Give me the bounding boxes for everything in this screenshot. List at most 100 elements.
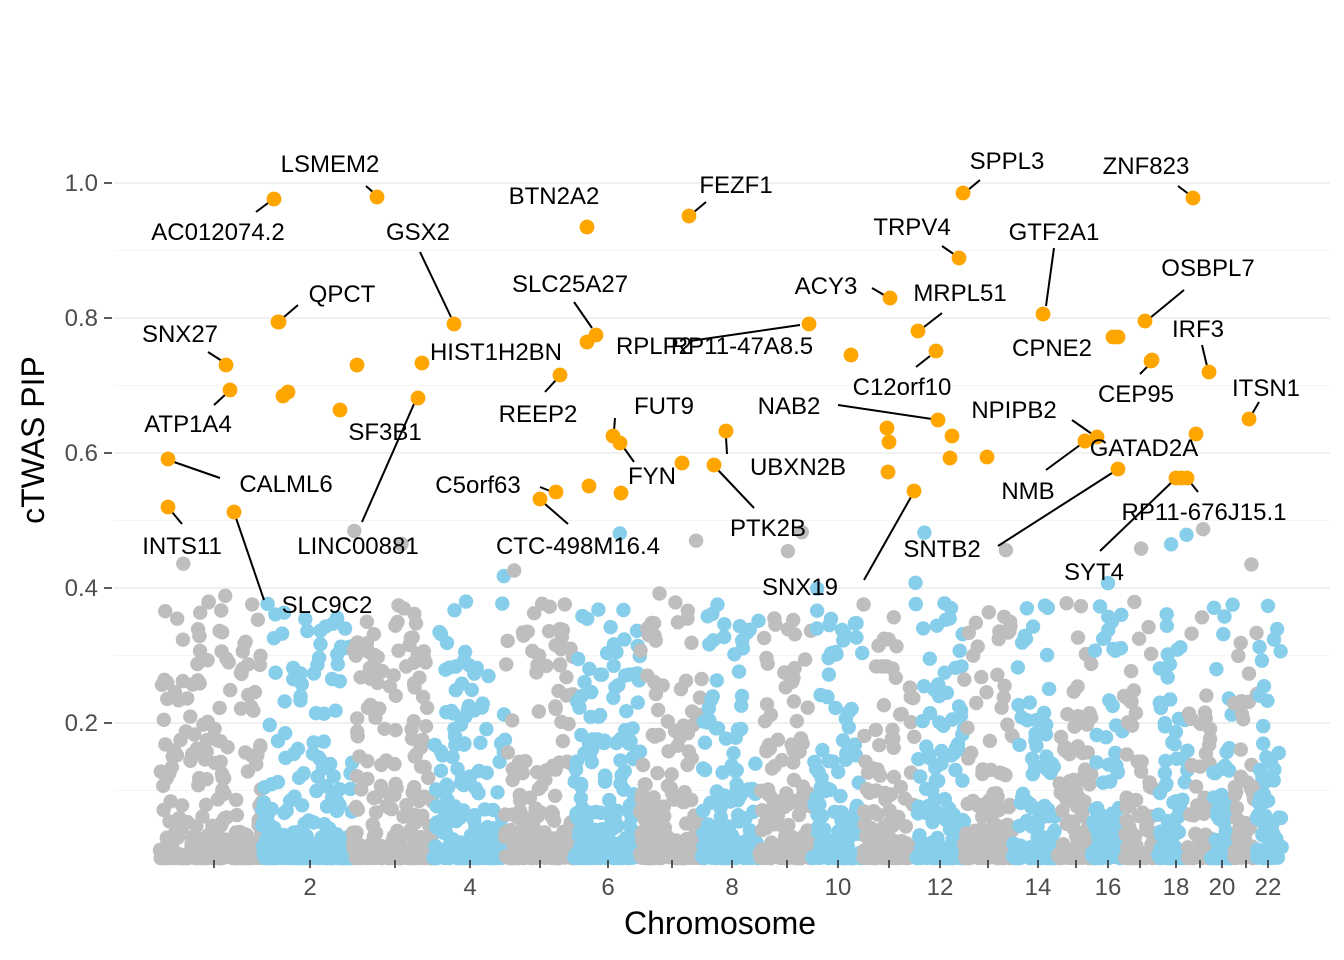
background-point	[282, 793, 298, 808]
background-point	[245, 597, 260, 612]
background-point	[159, 771, 174, 786]
background-point	[513, 793, 528, 808]
background-point	[1152, 785, 1168, 801]
gene-label-ZNF823: ZNF823	[1103, 153, 1190, 180]
gene-label-UBXN2B: UBXN2B	[750, 454, 846, 481]
background-point	[876, 698, 892, 713]
background-point	[370, 675, 385, 691]
background-point	[183, 753, 198, 768]
background-point	[432, 624, 447, 640]
background-point	[1212, 799, 1228, 814]
background-point	[998, 543, 1014, 558]
background-point	[1014, 710, 1029, 725]
x-tick-label-16: 16	[1095, 874, 1122, 901]
background-point	[910, 806, 926, 821]
background-point	[175, 632, 191, 647]
background-point	[1151, 807, 1166, 822]
background-point	[1266, 632, 1282, 647]
background-point	[944, 748, 959, 763]
background-point	[838, 752, 853, 767]
background-point	[1040, 600, 1056, 615]
background-point	[329, 610, 345, 626]
background-point	[318, 619, 333, 634]
background-point	[1260, 598, 1276, 614]
background-point	[617, 723, 633, 738]
background-point	[888, 670, 903, 685]
background-point	[332, 782, 347, 797]
gene-point-MRPL51	[910, 323, 926, 339]
background-point	[421, 770, 436, 785]
background-point	[861, 806, 876, 821]
gene-label-SLC25A27: SLC25A27	[512, 271, 628, 298]
gene-point-RP11-47A8.5	[801, 316, 817, 332]
background-point	[1256, 718, 1271, 734]
background-point	[684, 751, 699, 766]
background-point	[968, 615, 984, 630]
background-point	[166, 846, 182, 861]
background-point	[575, 608, 590, 624]
background-point	[1266, 814, 1281, 829]
background-point	[498, 807, 513, 822]
background-point	[1119, 747, 1135, 762]
background-point	[408, 616, 424, 631]
gene-label-FEZF1: FEZF1	[699, 172, 772, 199]
background-point	[912, 829, 927, 845]
background-point	[174, 798, 190, 813]
gene-label-INTS11: INTS11	[142, 533, 222, 560]
background-point	[868, 850, 884, 866]
background-point	[1208, 766, 1223, 781]
gene-point-ATP1A4	[222, 382, 238, 398]
leader-SNTB2	[997, 472, 1113, 547]
background-point	[787, 660, 802, 676]
background-point	[1134, 754, 1149, 769]
gene-label-CPNE2: CPNE2	[1012, 335, 1092, 362]
background-point	[505, 772, 520, 788]
background-point	[547, 788, 563, 803]
background-point	[499, 657, 514, 672]
background-point	[748, 756, 763, 771]
background-point	[260, 596, 275, 612]
gene-point-C12orf10	[928, 343, 944, 359]
background-point	[827, 804, 842, 820]
background-point	[898, 819, 913, 834]
background-point	[618, 668, 633, 683]
gene-label-ACY3: ACY3	[795, 273, 858, 300]
background-point	[1259, 850, 1274, 866]
background-point	[704, 692, 719, 707]
background-point	[360, 754, 375, 769]
background-point	[1021, 816, 1036, 831]
background-point	[759, 697, 775, 712]
background-point	[434, 813, 449, 828]
background-point	[1119, 813, 1134, 828]
background-point	[529, 665, 544, 680]
highlight-point	[349, 357, 365, 373]
background-point	[459, 844, 474, 859]
background-point	[1012, 737, 1027, 753]
background-point	[1230, 830, 1246, 845]
background-point	[504, 850, 519, 866]
background-point	[974, 669, 989, 685]
background-point	[616, 782, 631, 797]
background-point	[577, 674, 592, 690]
background-point	[456, 777, 471, 793]
leader-CEP95	[1139, 365, 1149, 375]
background-point	[322, 821, 337, 836]
background-point	[688, 533, 704, 548]
gene-label-FUT9: FUT9	[634, 393, 694, 420]
gene-point-ZNF823	[1185, 190, 1201, 206]
background-point	[1233, 742, 1249, 757]
gene-point-NAB2	[930, 412, 946, 428]
leader-GSX2	[419, 251, 452, 318]
background-point	[407, 749, 422, 764]
background-point	[751, 613, 766, 628]
gene-label-RPLP2: RPLP2	[616, 333, 692, 360]
gene-point-BTN2A2	[579, 219, 595, 235]
gene-point-PTK2B	[706, 457, 722, 473]
background-point	[694, 671, 709, 687]
background-point	[298, 611, 313, 627]
background-point	[809, 790, 824, 805]
y-axis-title: cTWAS PIP	[15, 356, 51, 524]
background-point	[717, 617, 732, 632]
background-point	[742, 622, 757, 637]
background-point	[630, 695, 645, 710]
